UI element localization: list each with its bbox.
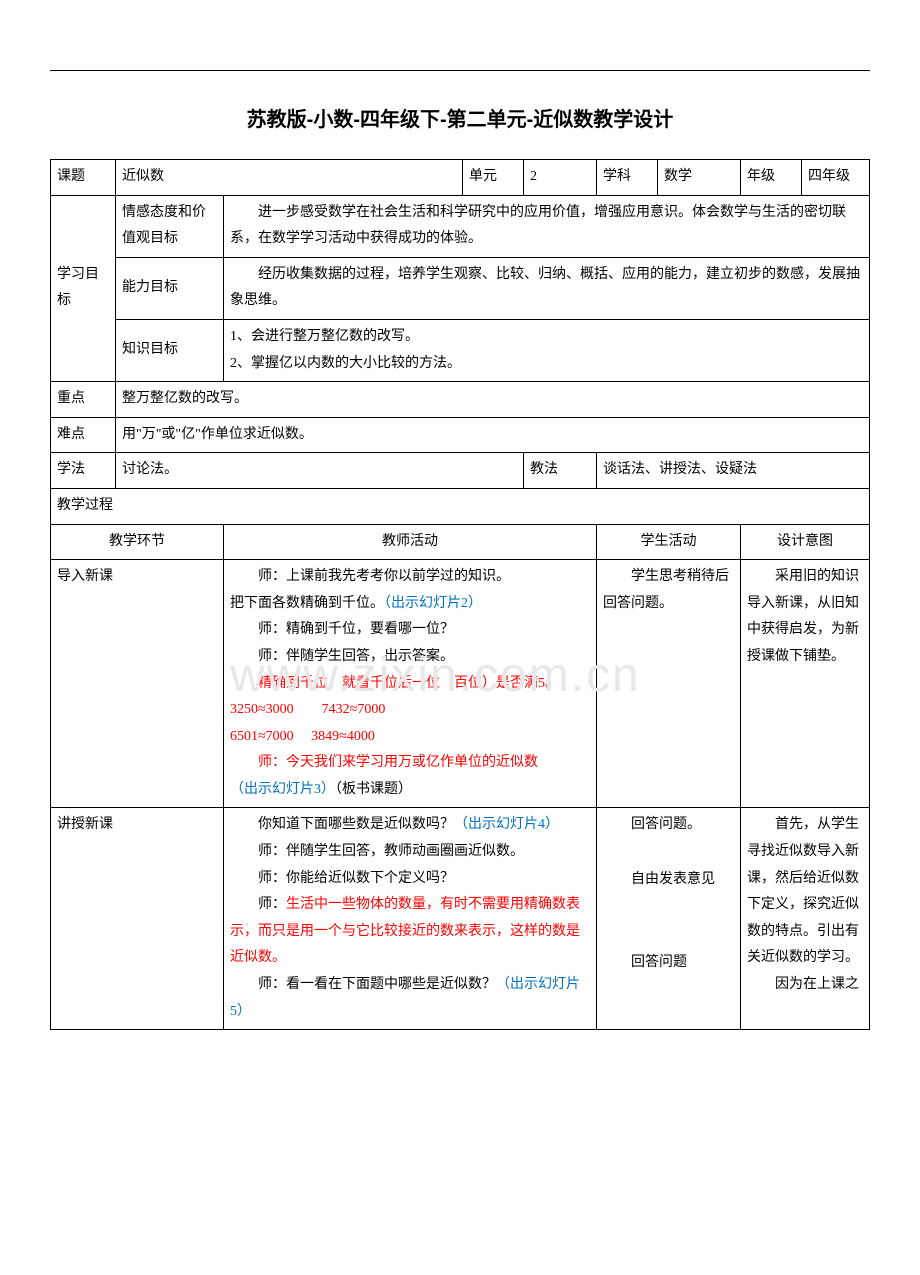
top-divider	[50, 70, 870, 71]
label-process: 教学过程	[51, 488, 870, 524]
label-topic: 课题	[51, 160, 116, 196]
design-teach: 首先，从学生寻找近似数导入新课，然后给近似数下定义，探究近似数的特点。引出有关近…	[741, 808, 870, 1030]
value-affective: 进一步感受数学在社会生活和科学研究中的应用价值，增强应用意识。体会数学与生活的密…	[224, 195, 870, 257]
value-learnmethod: 讨论法。	[116, 453, 524, 489]
student-line: 回答问题	[603, 950, 734, 977]
table-row: 难点 用"万"或"亿"作单位求近似数。	[51, 417, 870, 453]
spacer	[603, 894, 734, 950]
spacer	[603, 839, 734, 867]
table-row: 能力目标 经历收集数据的过程，培养学生观察、比较、归纳、概括、应用的能力，建立初…	[51, 257, 870, 319]
label-unit: 单元	[463, 160, 524, 196]
table-row: 教学环节 教师活动 学生活动 设计意图	[51, 524, 870, 560]
label-knowledge: 知识目标	[116, 319, 224, 381]
teach-line: 师：看一看在下面题中哪些是近似数？（出示幻灯片5）	[230, 972, 590, 1025]
value-grade: 四年级	[802, 160, 870, 196]
label-subject: 学科	[597, 160, 658, 196]
label-ability: 能力目标	[116, 257, 224, 319]
intro-line: 师：伴随学生回答，出示答案。	[230, 644, 590, 671]
label-learnmethod: 学法	[51, 453, 116, 489]
value-teachmethod: 谈话法、讲授法、设疑法	[597, 453, 870, 489]
label-difficulty: 难点	[51, 417, 116, 453]
value-keypoint: 整万整亿数的改写。	[116, 382, 870, 418]
table-row: 讲授新课 你知道下面哪些数是近似数吗？（出示幻灯片4） 师：伴随学生回答，教师动…	[51, 808, 870, 1030]
text: （板书课题）	[335, 782, 412, 797]
intro-line: 把下面各数精确到千位。（出示幻灯片2）	[230, 591, 590, 618]
label-affective: 情感态度和价值观目标	[116, 195, 224, 257]
design-line: 首先，从学生寻找近似数导入新课，然后给近似数下定义，探究近似数的特点。引出有关近…	[747, 812, 863, 972]
col-phase: 教学环节	[51, 524, 224, 560]
student-teach: 回答问题。 自由发表意见 回答问题	[597, 808, 741, 1030]
lesson-plan-table: 课题 近似数 单元 2 学科 数学 年级 四年级 学习目标 情感态度和价值观目标…	[50, 159, 870, 1030]
design-intro: 采用旧的知识导入新课，从旧知中获得启发，为新授课做下铺垫。	[741, 560, 870, 808]
intro-line: 师：上课前我先考考你以前学过的知识。	[230, 564, 590, 591]
table-row: 重点 整万整亿数的改写。	[51, 382, 870, 418]
intro-line-red: 6501≈7000 3849≈4000	[230, 724, 590, 751]
table-row: 教学过程	[51, 488, 870, 524]
text: 师：看一看在下面题中哪些是近似数？	[258, 977, 496, 992]
value-knowledge: 1、会进行整万整亿数的改写。 2、掌握亿以内数的大小比较的方法。	[224, 319, 870, 381]
label-objectives: 学习目标	[51, 195, 116, 382]
text-blue: （出示幻灯片3）	[230, 782, 335, 797]
student-line: 自由发表意见	[603, 867, 734, 894]
intro-line-red: 精确到千位，就看千位后一位（百位）是否满5。	[230, 671, 590, 698]
label-teachmethod: 教法	[524, 453, 597, 489]
page-title: 苏教版-小数-四年级下-第二单元-近似数教学设计	[50, 101, 870, 139]
text: 师：	[258, 897, 286, 912]
teach-line: 你知道下面哪些数是近似数吗？（出示幻灯片4）	[230, 812, 590, 839]
table-row: 学法 讨论法。 教法 谈话法、讲授法、设疑法	[51, 453, 870, 489]
teach-line: 师：生活中一些物体的数量，有时不需要用精确数表示，而只是用一个与它比较接近的数来…	[230, 892, 590, 972]
text: 你知道下面哪些数是近似数吗？	[258, 817, 454, 832]
col-student: 学生活动	[597, 524, 741, 560]
value-subject: 数学	[658, 160, 741, 196]
table-row: 导入新课 师：上课前我先考考你以前学过的知识。 把下面各数精确到千位。（出示幻灯…	[51, 560, 870, 808]
student-line: 回答问题。	[603, 812, 734, 839]
label-grade: 年级	[741, 160, 802, 196]
table-row: 知识目标 1、会进行整万整亿数的改写。 2、掌握亿以内数的大小比较的方法。	[51, 319, 870, 381]
knowledge-line-2: 2、掌握亿以内数的大小比较的方法。	[230, 351, 863, 378]
value-difficulty: 用"万"或"亿"作单位求近似数。	[116, 417, 870, 453]
phase-intro: 导入新课	[51, 560, 224, 808]
teacher-teach: 你知道下面哪些数是近似数吗？（出示幻灯片4） 师：伴随学生回答，教师动画圈画近似…	[224, 808, 597, 1030]
intro-line: 师：精确到千位，要看哪一位？	[230, 617, 590, 644]
text: 把下面各数精确到千位。	[230, 596, 384, 611]
knowledge-line-1: 1、会进行整万整亿数的改写。	[230, 324, 863, 351]
student-intro: 学生思考稍待后回答问题。	[597, 560, 741, 808]
teach-line: 师：伴随学生回答，教师动画圈画近似数。	[230, 839, 590, 866]
text-blue: （出示幻灯片2）	[384, 596, 482, 611]
phase-teach: 讲授新课	[51, 808, 224, 1030]
text-blue: （出示幻灯片4）	[454, 817, 559, 832]
value-unit: 2	[524, 160, 597, 196]
col-design: 设计意图	[741, 524, 870, 560]
intro-line-red: 师：今天我们来学习用万或亿作单位的近似数	[230, 750, 590, 777]
teacher-intro: 师：上课前我先考考你以前学过的知识。 把下面各数精确到千位。（出示幻灯片2） 师…	[224, 560, 597, 808]
table-row: 学习目标 情感态度和价值观目标 进一步感受数学在社会生活和科学研究中的应用价值，…	[51, 195, 870, 257]
teach-line: 师：你能给近似数下个定义吗？	[230, 866, 590, 893]
label-keypoint: 重点	[51, 382, 116, 418]
intro-line-red: 3250≈3000 7432≈7000	[230, 697, 590, 724]
col-teacher: 教师活动	[224, 524, 597, 560]
value-topic: 近似数	[116, 160, 463, 196]
value-ability: 经历收集数据的过程，培养学生观察、比较、归纳、概括、应用的能力，建立初步的数感，…	[224, 257, 870, 319]
intro-line: （出示幻灯片3）（板书课题）	[230, 777, 590, 804]
design-line: 因为在上课之	[747, 972, 863, 999]
table-row: 课题 近似数 单元 2 学科 数学 年级 四年级	[51, 160, 870, 196]
